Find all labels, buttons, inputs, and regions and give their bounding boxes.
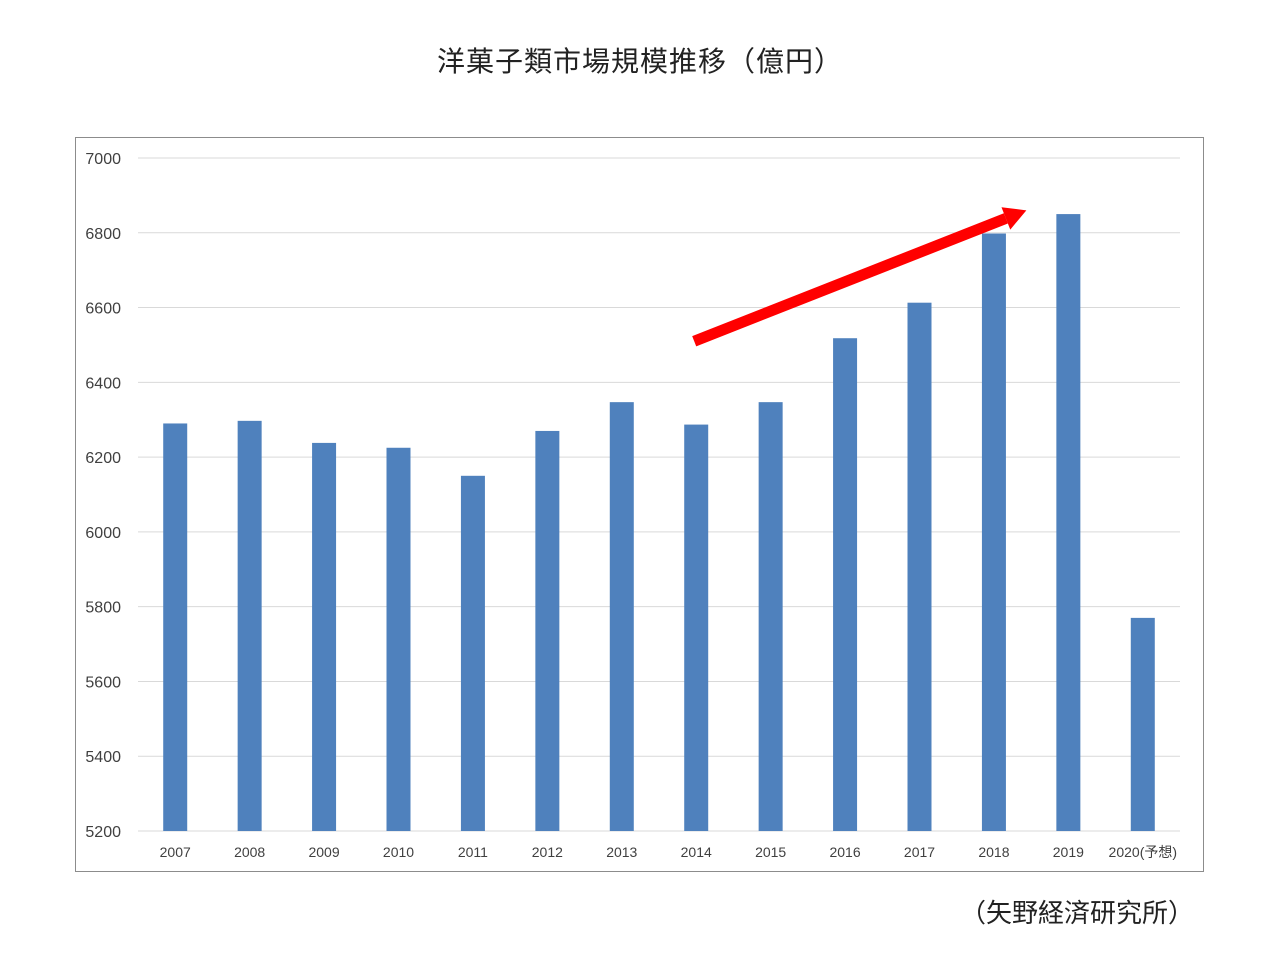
y-tick-label: 6400	[85, 375, 121, 392]
bar-2007	[163, 423, 188, 831]
x-tick-label: 2018	[978, 844, 1009, 860]
x-tick-label: 2014	[681, 844, 712, 860]
y-tick-label: 7000	[85, 151, 121, 168]
bar-2015	[758, 402, 783, 831]
x-tick-label: 2008	[234, 844, 265, 860]
bar-2009	[312, 442, 337, 831]
y-tick-label: 6000	[85, 525, 121, 542]
bar-2019	[1056, 214, 1081, 831]
bar-2013	[609, 402, 634, 831]
chart-title: 洋菓子類市場規模推移（億円）	[436, 45, 843, 78]
x-tick-label: 2017	[904, 844, 935, 860]
bars	[163, 214, 1155, 831]
bar-2017	[907, 302, 932, 831]
trend-annotation	[692, 207, 1027, 347]
y-tick-label: 6200	[85, 450, 121, 467]
trend-arrow-head	[1001, 207, 1027, 230]
x-tick-label: 2019	[1053, 844, 1084, 860]
bar-2018	[981, 233, 1006, 831]
bar-2012	[535, 430, 560, 831]
gridlines	[138, 157, 1180, 832]
x-tick-label: 2012	[532, 844, 563, 860]
x-tick-label: 2009	[308, 844, 339, 860]
x-tick-label: 2013	[606, 844, 637, 860]
x-tick-label: 2010	[383, 844, 414, 860]
y-axis-ticks: 5200 5400 5600 5800 6000 6200 6400 6600 6800 7000	[85, 151, 121, 841]
y-tick-label: 5400	[85, 749, 121, 766]
x-tick-label: 2011	[458, 844, 488, 860]
bar-2016	[833, 338, 858, 831]
y-tick-label: 6800	[85, 226, 121, 243]
bar-2014	[684, 424, 709, 831]
bar-chart: 5200 5400 5600 5800 6000 6200 6400 6600 6800 7000…	[85, 151, 1180, 860]
bar-2010	[386, 447, 411, 831]
y-tick-label: 5800	[85, 600, 121, 617]
bar-2020(予想)	[1130, 617, 1155, 831]
y-tick-label: 5600	[85, 674, 121, 691]
x-tick-label: 2016	[829, 844, 860, 860]
x-tick-label: 2007	[160, 844, 191, 860]
x-tick-label: 2015	[755, 844, 786, 860]
x-axis-ticks: 2007 2008 2009 2010 2011 2012 2013 2014 2015 2016…	[160, 844, 1177, 860]
y-tick-label: 6600	[85, 301, 121, 318]
trend-arrow-shaft	[692, 213, 1008, 347]
x-tick-label: 2020(予想)	[1109, 844, 1177, 860]
bar-2008	[237, 420, 262, 831]
chart-area: 5200 5400 5600 5800 6000 6200 6400 6600 6800 7000…	[75, 137, 1204, 872]
bar-2011	[460, 475, 485, 831]
y-tick-label: 5200	[85, 824, 121, 841]
source-note: （矢野経済研究所）	[959, 899, 1194, 929]
